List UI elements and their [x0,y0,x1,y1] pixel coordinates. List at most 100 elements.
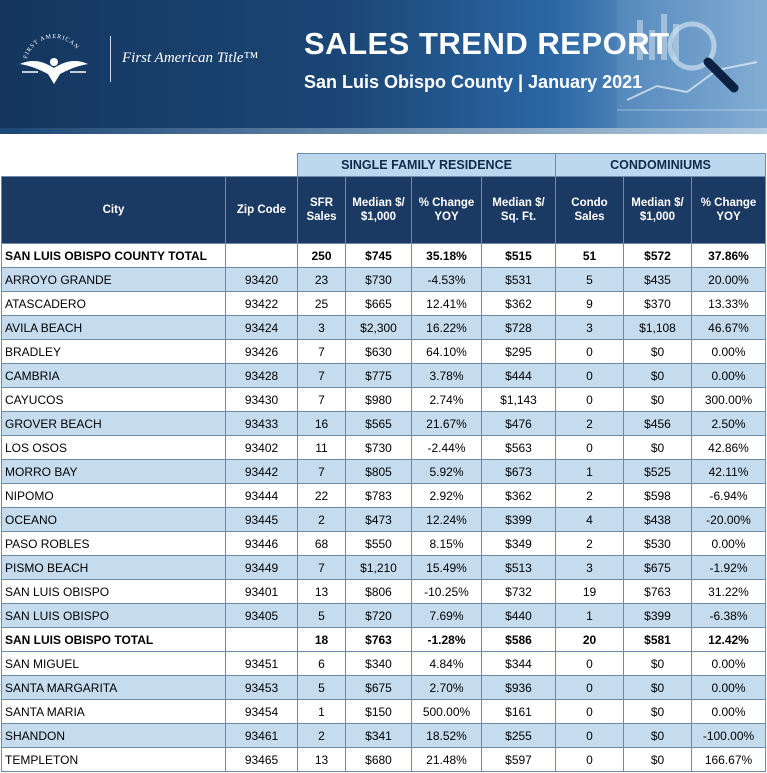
cell-city: LOS OSOS [1,435,226,460]
cell-sfr-median: $565 [345,411,412,436]
cell-sfr-median: $775 [345,363,412,388]
cell-sfr-median: $720 [345,603,412,628]
table-row: ARROYO GRANDE 93420 23 $730 -4.53% $531 5 $435 2… [1,267,767,292]
logo-divider [110,36,111,82]
cell-condo-median: $675 [623,555,692,580]
cell-sfr-change: 18.52% [411,723,482,748]
cell-condo-change: 300.00% [690,387,767,412]
cell-sfr-sales: 3 [297,315,346,340]
cell-sfr-sqft: $362 [481,483,556,508]
cell-sfr-sales: 13 [297,579,346,604]
cell-sfr-sales: 6 [297,651,346,676]
cell-condo-change: 0.00% [690,675,767,700]
cell-condo-sales: 0 [555,363,624,388]
cell-condo-change: 37.86% [690,243,767,268]
cell-condo-sales: 2 [555,531,624,556]
cell-sfr-sales: 13 [297,747,346,772]
cell-condo-sales: 1 [555,603,624,628]
sales-trend-table: SINGLE FAMILY RESIDENCE CONDOMINIUMS Cit… [1,153,767,772]
cell-condo-change: -1.92% [690,555,767,580]
table-row: MORRO BAY 93442 7 $805 5.92% $673 1 $525 42.11% [1,459,767,484]
table-body: SAN LUIS OBISPO COUNTY TOTAL 250 $745 35.18… [1,243,767,772]
cell-sfr-sales: 5 [297,675,346,700]
cell-sfr-sales: 25 [297,291,346,316]
table-row: OCEANO 93445 2 $473 12.24% $399 4 $438 -20.00% [1,507,767,532]
cell-city: CAYUCOS [1,387,226,412]
cell-sfr-median: $730 [345,435,412,460]
cell-zip: 93454 [225,699,298,724]
cell-sfr-change: 4.84% [411,651,482,676]
cell-sfr-median: $340 [345,651,412,676]
cell-condo-sales: 9 [555,291,624,316]
cell-city: SHANDON [1,723,226,748]
cell-zip: 93401 [225,579,298,604]
cell-sfr-change: -10.25% [411,579,482,604]
decorative-chart-graphic [617,0,767,128]
table-row: TEMPLETON 93465 13 $680 21.48% $597 0 $0 166.67% [1,747,767,772]
cell-condo-median: $0 [623,435,692,460]
table-row: PASO ROBLES 93446 68 $550 8.15% $349 2 $530 0.00… [1,531,767,556]
table-row: NIPOMO 93444 22 $783 2.92% $362 2 $598 -6.94% [1,483,767,508]
banner-bottom-strip [0,128,767,134]
report-subtitle: San Luis Obispo County | January 2021 [304,72,643,92]
cell-zip: 93420 [225,267,298,292]
cell-sfr-sales: 7 [297,555,346,580]
cell-condo-median: $525 [623,459,692,484]
cell-sfr-sales: 5 [297,603,346,628]
cell-sfr-change: 35.18% [411,243,482,268]
cell-sfr-median: $680 [345,747,412,772]
cell-condo-sales: 0 [555,651,624,676]
table-row: SHANDON 93461 2 $341 18.52% $255 0 $0 -100.00% [1,723,767,748]
cell-sfr-change: 3.78% [411,363,482,388]
cell-condo-change: 13.33% [690,291,767,316]
table-row: CAMBRIA 93428 7 $775 3.78% $444 0 $0 0.00% [1,363,767,388]
cell-condo-sales: 4 [555,507,624,532]
cell-sfr-change: 500.00% [411,699,482,724]
cell-condo-change: 42.86% [690,435,767,460]
cell-city: MORRO BAY [1,459,226,484]
cell-sfr-change: -4.53% [411,267,482,292]
cell-sfr-sqft: $444 [481,363,556,388]
cell-condo-sales: 0 [555,723,624,748]
cell-city: SANTA MARIA [1,699,226,724]
cell-condo-median: $435 [623,267,692,292]
cell-sfr-change: 2.74% [411,387,482,412]
cell-condo-sales: 2 [555,411,624,436]
cell-sfr-change: -1.28% [411,627,482,652]
cell-sfr-sqft: $362 [481,291,556,316]
cell-sfr-sales: 7 [297,339,346,364]
cell-sfr-median: $675 [345,675,412,700]
table-row: GROVER BEACH 93433 16 $565 21.67% $476 2 $456 2.… [1,411,767,436]
column-header-condo-change: % Change YOY [690,176,767,244]
cell-condo-change: 166.67% [690,747,767,772]
cell-city: CAMBRIA [1,363,226,388]
table-row: LOS OSOS 93402 11 $730 -2.44% $563 0 $0 42.86% [1,435,767,460]
cell-sfr-sqft: $586 [481,627,556,652]
cell-condo-sales: 0 [555,339,624,364]
cell-zip: 93446 [225,531,298,556]
cell-city: SAN LUIS OBISPO [1,603,226,628]
cell-condo-change: -20.00% [690,507,767,532]
cell-zip: 93402 [225,435,298,460]
cell-condo-median: $0 [623,387,692,412]
cell-city: AVILA BEACH [1,315,226,340]
cell-condo-sales: 20 [555,627,624,652]
cell-condo-change: 0.00% [690,651,767,676]
cell-sfr-sqft: $344 [481,651,556,676]
cell-sfr-sqft: $476 [481,411,556,436]
svg-text:FIRST AMERICAN: FIRST AMERICAN [23,34,80,60]
cell-sfr-sales: 22 [297,483,346,508]
cell-sfr-median: $783 [345,483,412,508]
cell-condo-change: 12.42% [690,627,767,652]
magnifying-glass-icon [667,21,739,93]
cell-condo-sales: 2 [555,483,624,508]
table-row: SAN MIGUEL 93451 6 $340 4.84% $344 0 $0 0.00% [1,651,767,676]
column-header-condo-sales: Condo Sales [555,176,624,244]
cell-sfr-sales: 2 [297,507,346,532]
column-header-sfr-sales: SFR Sales [297,176,346,244]
cell-sfr-change: 2.92% [411,483,482,508]
table-row-total: SAN LUIS OBISPO COUNTY TOTAL 250 $745 35.18… [1,243,767,268]
cell-sfr-sales: 2 [297,723,346,748]
cell-sfr-sales: 18 [297,627,346,652]
cell-sfr-change: 64.10% [411,339,482,364]
